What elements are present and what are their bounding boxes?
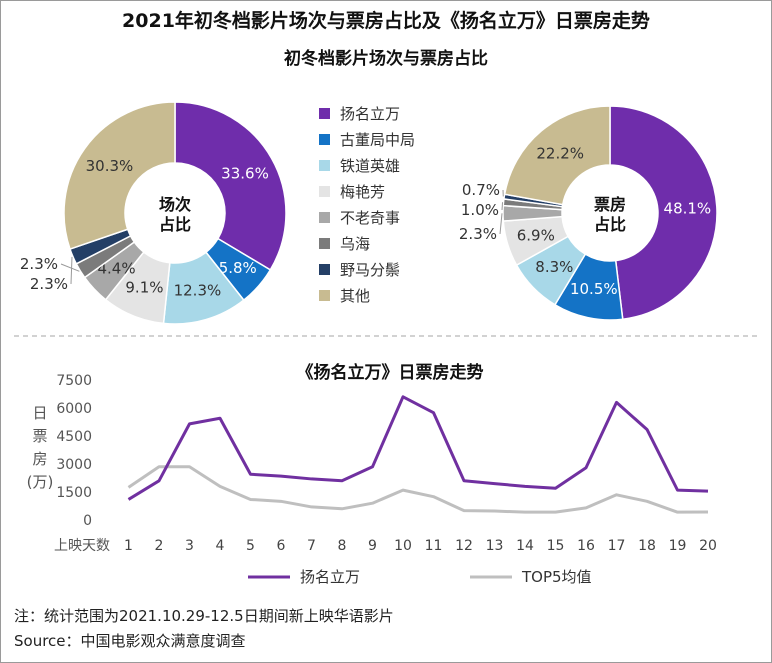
x-tick-label-7: 7	[307, 538, 316, 554]
x-axis-label: 上映天数	[54, 538, 110, 554]
legend-label-6: 乌海	[340, 235, 370, 253]
legend-swatch-4	[319, 186, 330, 197]
x-tick-label-20: 20	[699, 538, 717, 554]
legend-label-2: 古董局中局	[340, 131, 415, 149]
series-line-1	[127, 395, 709, 501]
box-pie-label-1: 48.1%	[664, 199, 712, 217]
screen-pie-center-label-2: 占比	[159, 215, 191, 234]
line-legend-label-2: TOP5均值	[521, 568, 592, 586]
legend-swatch-5	[319, 212, 330, 223]
y-axis-label-part-1: 日	[32, 404, 47, 422]
box-pie-slice-1	[609, 105, 718, 321]
source-note: Source：中国电影观众满意度调查	[14, 632, 246, 650]
screen-pie-label-4: 9.1%	[125, 278, 163, 296]
screen-pie-label-3: 12.3%	[174, 281, 222, 299]
x-tick-label-19: 19	[669, 538, 687, 554]
legend-label-5: 不老奇事	[340, 209, 400, 227]
legend-label-7: 野马分鬃	[340, 261, 400, 279]
y-tick-label-6: 7500	[56, 373, 92, 389]
x-tick-label-11: 11	[425, 538, 443, 554]
screen-pie-label-6: 2.3%	[20, 255, 58, 273]
screen-pie-slice-8	[63, 101, 176, 251]
series-line-2	[127, 465, 709, 514]
line-chart-title: 《扬名立万》日票房走势	[297, 362, 484, 383]
main-title: 2021年初冬档影片场次与票房占比及《扬名立万》日票房走势	[122, 10, 650, 32]
x-tick-label-12: 12	[455, 538, 473, 554]
screen-pie-label-1: 33.6%	[221, 164, 269, 182]
y-axis-label-part-3: 房	[32, 450, 47, 468]
screen-pie-center-label-1: 场次	[159, 195, 191, 214]
box-pie-label-3: 8.3%	[535, 258, 573, 276]
box-pie-label-5: 2.3%	[459, 225, 497, 243]
y-tick-label-1: 0	[83, 513, 92, 529]
y-tick-label-5: 6000	[56, 401, 92, 417]
legend-swatch-8	[319, 290, 330, 301]
screen-pie-label-5: 4.4%	[97, 259, 135, 277]
x-tick-label-9: 9	[368, 538, 377, 554]
box-pie-leader-5	[499, 213, 503, 235]
x-tick-label-17: 17	[608, 538, 626, 554]
x-tick-label-4: 4	[216, 538, 225, 554]
box-pie-label-8: 22.2%	[536, 145, 584, 163]
box-pie-slice-8	[503, 105, 611, 206]
pie-section-title: 初冬档影片场次与票房占比	[284, 49, 488, 69]
legend-swatch-2	[319, 134, 330, 145]
legend-swatch-3	[319, 160, 330, 171]
x-tick-label-16: 16	[577, 538, 595, 554]
screen-pie-label-7: 2.3%	[30, 275, 68, 293]
x-tick-label-8: 8	[338, 538, 347, 554]
legend-swatch-7	[319, 264, 330, 275]
x-tick-label-18: 18	[638, 538, 656, 554]
box-pie-label-4: 6.9%	[517, 226, 555, 244]
legend-label-8: 其他	[340, 287, 370, 305]
screen-pie-label-2: 5.8%	[219, 259, 257, 277]
box-pie-label-2: 10.5%	[570, 280, 618, 298]
box-pie-label-7: 0.7%	[462, 181, 500, 199]
box-pie-center-label-1: 票房	[594, 195, 626, 214]
screen-pie-label-8: 30.3%	[86, 157, 134, 175]
y-axis-label-part-4: (万)	[27, 473, 54, 491]
x-tick-label-3: 3	[185, 538, 194, 554]
x-tick-label-5: 5	[246, 538, 255, 554]
x-tick-label-15: 15	[547, 538, 565, 554]
y-tick-label-2: 1500	[56, 485, 92, 501]
x-tick-label-10: 10	[394, 538, 412, 554]
box-pie-center-label-2: 占比	[594, 215, 626, 234]
x-tick-label-2: 2	[155, 538, 164, 554]
legend-label-3: 铁道英雄	[340, 157, 400, 175]
screen-pie-leader-6	[60, 263, 80, 272]
footnote: 注：统计范围为2021.10.29-12.5日期间新上映华语影片	[14, 607, 394, 625]
line-legend-label-1: 扬名立万	[300, 568, 360, 586]
x-tick-label-14: 14	[516, 538, 534, 554]
y-axis-label-part-2: 票	[32, 427, 47, 445]
y-tick-label-4: 4500	[56, 429, 92, 445]
x-tick-label-1: 1	[124, 538, 133, 554]
screen-pie-leader-7	[70, 256, 73, 285]
legend-label-1: 扬名立万	[340, 105, 400, 123]
x-tick-label-6: 6	[277, 538, 286, 554]
box-pie-label-6: 1.0%	[461, 201, 499, 219]
legend-label-4: 梅艳芳	[340, 183, 385, 201]
screen-pie-slice-1	[174, 101, 287, 271]
legend-swatch-6	[319, 238, 330, 249]
box-pie-leader-6	[501, 202, 504, 211]
y-tick-label-3: 3000	[56, 457, 92, 473]
x-tick-label-13: 13	[486, 538, 504, 554]
legend-swatch-1	[319, 108, 330, 119]
